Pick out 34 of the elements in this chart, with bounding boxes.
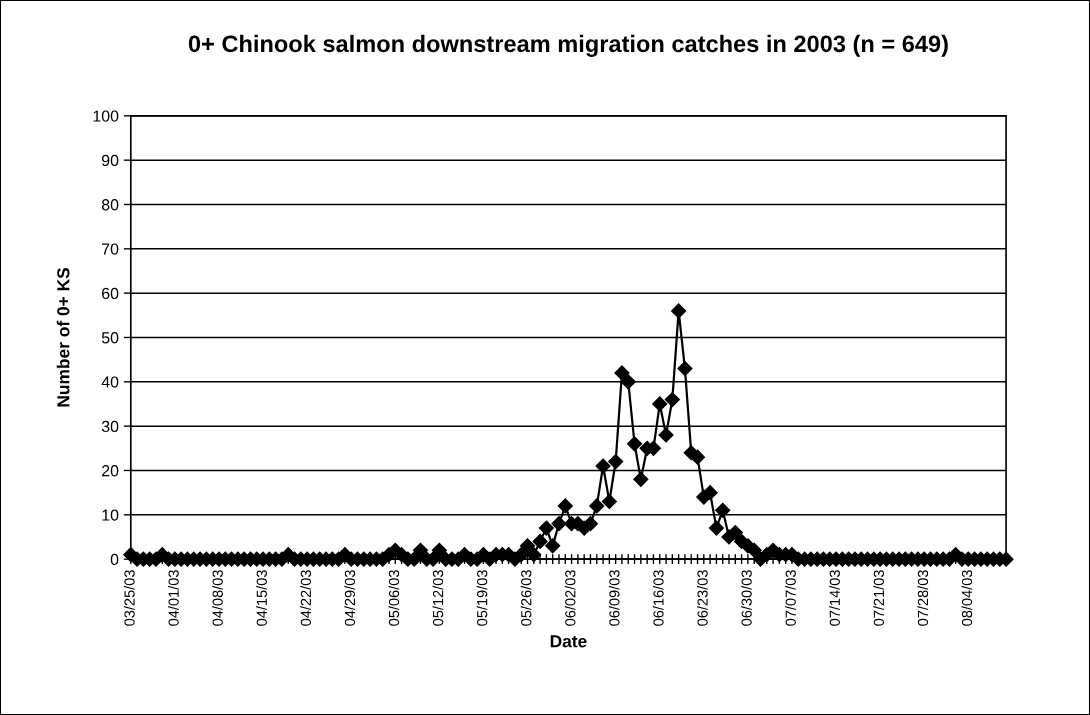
- y-tick-label: 50: [101, 332, 119, 344]
- x-tick-label: 04/01/03: [168, 570, 179, 626]
- y-tick-label: 40: [101, 376, 119, 388]
- x-axis-title: Date: [550, 635, 587, 648]
- x-tick-label: 06/02/03: [564, 570, 576, 626]
- x-tick-label: 08/04/03: [961, 570, 973, 626]
- x-tick-label: 07/28/03: [917, 570, 929, 626]
- x-tick-label: 05/19/03: [476, 570, 488, 626]
- y-tick-label: 100: [93, 110, 119, 122]
- y-tick-label: 0: [110, 553, 119, 566]
- y-tick-label: 30: [101, 420, 119, 433]
- x-tick-label: 07/14/03: [829, 570, 840, 626]
- x-tick-label: 06/16/03: [652, 570, 664, 626]
- y-tick-label: 10: [102, 509, 119, 521]
- x-tick-label: 04/15/03: [256, 570, 267, 626]
- x-tick-label: 06/09/03: [608, 570, 620, 626]
- x-tick-label: 06/23/03: [697, 570, 708, 626]
- x-tick-label: 07/21/03: [873, 570, 885, 626]
- x-tick-label: 04/29/03: [344, 570, 356, 626]
- x-tick-label: 03/25/03: [124, 570, 135, 626]
- x-tick-label: 05/26/03: [520, 570, 532, 626]
- x-tick-label: 07/07/03: [785, 570, 796, 626]
- x-tick-label: 06/30/03: [741, 570, 752, 626]
- x-tick-label: 05/06/03: [388, 570, 400, 626]
- y-tick-label: 20: [102, 465, 119, 477]
- x-tick-label: 04/08/03: [212, 570, 223, 626]
- x-tick-label: 05/12/03: [432, 570, 444, 626]
- y-axis-title: Number of 0+ KS: [56, 267, 70, 407]
- y-tick-label: 90: [101, 154, 119, 167]
- y-tick-label: 60: [102, 287, 119, 300]
- x-tick-label: 04/22/03: [300, 570, 312, 626]
- chart-title: 0+ Chinook salmon downstream migration catches in 2003 (n = 649): [188, 34, 948, 57]
- y-tick-label: 80: [101, 199, 119, 211]
- y-tick-label: 70: [102, 243, 119, 255]
